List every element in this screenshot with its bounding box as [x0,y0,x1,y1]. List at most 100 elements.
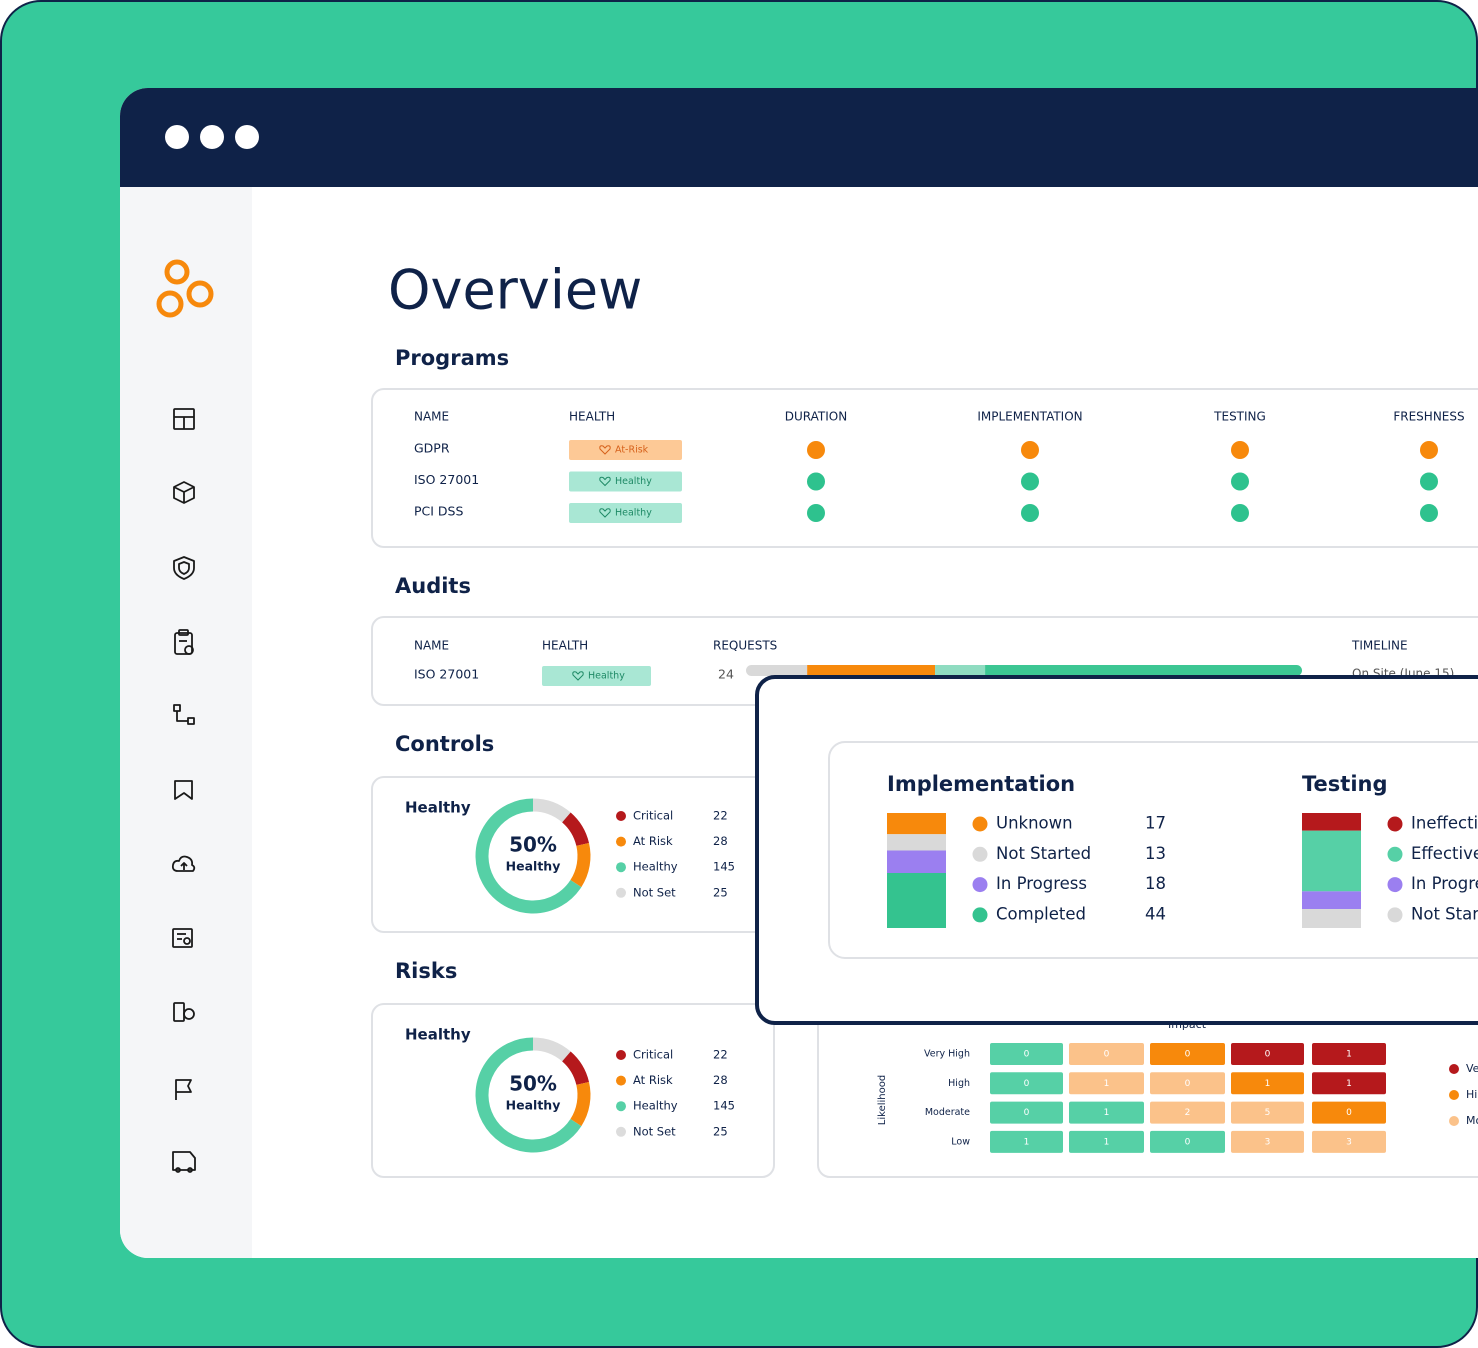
heatmap-value: 1 [1346,1050,1352,1060]
column-header: FRESHNESS [1393,410,1464,424]
nav-bookmark[interactable] [174,780,193,800]
heatmap-cell [990,1043,1063,1065]
column-header: TESTING [1213,410,1266,424]
nav-shield[interactable] [173,556,195,580]
heatmap-cell [1069,1072,1144,1095]
legend-dot [1387,907,1403,923]
nav-truck[interactable] [172,1151,196,1173]
health-label: Healthy [615,508,652,519]
heatmap-cell [1069,1043,1144,1065]
nav-report[interactable] [172,928,193,948]
legend-dot [972,816,988,832]
health-icon [599,476,611,487]
request-segment [985,665,1302,676]
health-icon [599,508,611,518]
request-segment [935,665,986,676]
status-dot [1420,504,1438,522]
status-dot [1021,504,1039,522]
stack-segment [1302,891,1361,910]
legend-dot [1387,816,1403,832]
status-dot [1420,472,1438,491]
card [371,1003,775,1178]
sidebar [120,187,252,1258]
section-title: Programs [395,346,509,370]
donut-segment [475,798,582,914]
legend-value: 22 [713,809,728,823]
window-controls [165,125,259,149]
legend-value: 28 [713,1073,728,1087]
column-header: TIMELINE [1351,639,1408,653]
heatmap-value: 1 [1265,1079,1271,1089]
legend-label: Critical [633,809,673,823]
column-header: DURATION [785,410,847,424]
column-header: IMPLEMENTATION [977,410,1082,424]
section-title: Controls [395,732,494,756]
heatmap-cell [1231,1072,1304,1095]
legend-label: In Progress [996,874,1087,893]
window-header [120,88,1478,187]
donut-segment [532,798,571,823]
heatmap-value: 1 [1104,1079,1110,1089]
legend-dot [1449,1116,1459,1126]
column-header: NAME [414,639,449,653]
health-label: At-Risk [615,445,649,456]
stack-segment [1302,813,1361,831]
heatmap-value: 0 [1265,1050,1271,1060]
legend-dot [972,846,988,862]
heatmap-cell [1150,1043,1225,1065]
stack-segment [887,850,946,873]
status-dot [1231,472,1249,491]
legend-label: Not Set [633,1124,676,1138]
legend-value: 28 [713,834,728,848]
heatmap-row-label: Moderate [925,1107,970,1118]
legend-dot [616,1126,626,1137]
heatmap-cell [1312,1043,1386,1065]
donut-segment [475,1037,582,1153]
legend-value: 44 [1145,904,1166,923]
heatmap-value: 1 [1104,1108,1110,1118]
panel-title: Implementation [887,772,1075,796]
status-label: Healthy [405,799,471,817]
donut-segment [570,842,591,888]
nav-clipboard[interactable] [174,629,194,655]
request-bar [746,665,1302,676]
donut-center-value: 50% [509,833,557,857]
legend-dot [616,1075,626,1086]
nav-dashboard[interactable] [173,408,195,430]
legend-dot [616,836,626,847]
heatmap-row-label: High [948,1078,970,1089]
nav-vendors[interactable] [173,1002,195,1022]
heatmap-value: 0 [1185,1079,1191,1089]
window-dot [235,125,259,149]
nav-flow[interactable] [173,704,195,725]
health-badge [569,471,682,492]
donut-center-label: Healthy [506,859,561,874]
heatmap-cell [990,1130,1063,1153]
legend-dot [1449,1090,1459,1100]
donut-segment [532,1037,571,1062]
sidebar-icons [171,408,196,1173]
heatmap-value: 0 [1024,1050,1030,1060]
legend-value: 17 [1145,814,1166,833]
request-segment [746,665,808,676]
heatmap-value: 5 [1265,1108,1271,1118]
heatmap-cell [1312,1101,1386,1124]
nav-package[interactable] [173,481,195,504]
column-header: HEALTH [542,639,588,653]
column-header: HEALTH [569,410,615,424]
heatmap-value: 0 [1185,1050,1191,1060]
status-dot [807,504,825,522]
legend-label: High [1466,1088,1478,1101]
legend-label: Not Started [996,844,1091,863]
nav-flag[interactable] [175,1079,192,1100]
donut-center-label: Healthy [506,1098,561,1113]
legend-dot [616,887,626,898]
legend-label: Healthy [633,860,678,874]
legend-label: In Progress [1411,874,1478,893]
legend-label: Healthy [633,1099,678,1113]
window-dot [165,125,189,149]
status-dot [1231,504,1249,522]
nav-cloud[interactable] [171,855,196,872]
legend-label: Ineffective [1411,814,1478,833]
